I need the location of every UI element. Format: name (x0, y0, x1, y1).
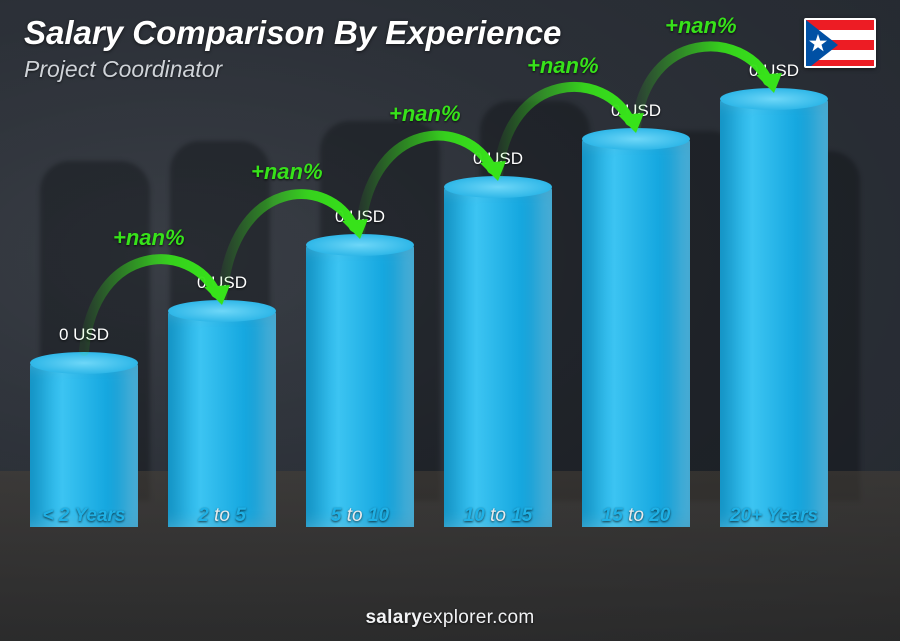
bar-category-label: 2 to 5 (158, 505, 286, 527)
bar-value-label: 0 USD (444, 149, 552, 169)
bar-value-label: 0 USD (30, 325, 138, 345)
bar-category-label: 15 to 20 (572, 505, 700, 527)
bar-slot: 0 USD5 to 10 (306, 245, 414, 527)
bar: 0 USD (582, 139, 690, 527)
bar-slot: 0 USD2 to 5 (168, 311, 276, 527)
bar: 0 USD (444, 187, 552, 527)
footer-bold: salary (365, 607, 422, 628)
chart-subtitle: Project Coordinator (24, 56, 222, 83)
bar-value-label: 0 USD (306, 207, 414, 227)
infographic-stage: Salary Comparison By Experience Project … (0, 0, 900, 641)
bar-category-label: 20+ Years (710, 505, 838, 527)
bar: 0 USD (30, 363, 138, 527)
bar: 0 USD (168, 311, 276, 527)
bar-chart: 0 USD< 2 Years0 USD2 to 50 USD5 to 100 U… (30, 110, 850, 561)
bar-slot: 0 USD15 to 20 (582, 139, 690, 527)
bar-slot: 0 USD10 to 15 (444, 187, 552, 527)
bar-value-label: 0 USD (582, 101, 690, 121)
bar: 0 USD (306, 245, 414, 527)
delta-label: +nan% (113, 225, 185, 251)
bar: 0 USD (720, 99, 828, 527)
delta-label: +nan% (527, 53, 599, 79)
bar-category-label: < 2 Years (20, 505, 148, 527)
bar-category-label: 10 to 15 (434, 505, 562, 527)
footer-watermark: salaryexplorer.com (0, 607, 900, 629)
bar-slot: 0 USD< 2 Years (30, 363, 138, 527)
bar-category-label: 5 to 10 (296, 505, 424, 527)
bar-value-label: 0 USD (168, 273, 276, 293)
chart-title: Salary Comparison By Experience (24, 14, 561, 52)
delta-label: +nan% (389, 101, 461, 127)
bar-slot: 0 USD20+ Years (720, 99, 828, 527)
delta-label: +nan% (251, 159, 323, 185)
bar-value-label: 0 USD (720, 61, 828, 81)
footer-thin: explorer.com (422, 607, 534, 628)
delta-label: +nan% (665, 13, 737, 39)
